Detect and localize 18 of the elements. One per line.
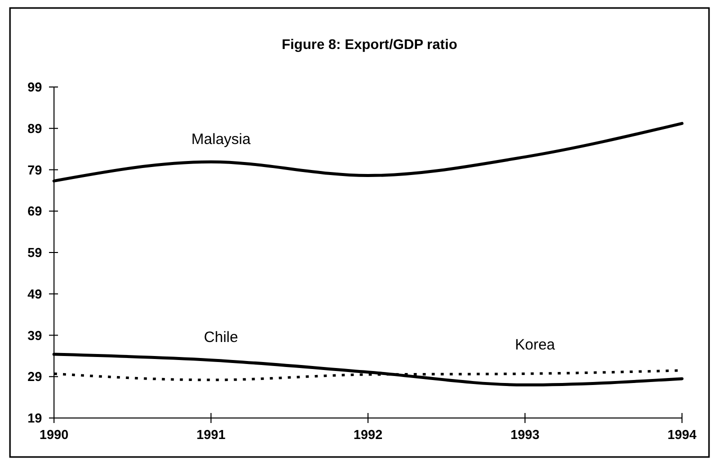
y-tick-label: 19 xyxy=(28,410,42,426)
y-tick-label: 89 xyxy=(28,120,42,136)
x-tick-label: 1990 xyxy=(40,427,68,442)
chart-title: Figure 8: Export/GDP ratio xyxy=(282,36,458,52)
series-label: Korea xyxy=(514,336,556,354)
y-tick-label: 29 xyxy=(28,369,42,384)
y-tick-label: 39 xyxy=(28,328,42,343)
series-label: Chile xyxy=(204,329,238,346)
y-tick-label: 79 xyxy=(28,162,42,178)
x-tick-label: 1994 xyxy=(668,427,698,442)
y-tick-label: 69 xyxy=(28,204,42,219)
y-tick-label: 59 xyxy=(28,245,42,260)
y-tick-label: 49 xyxy=(28,286,42,302)
x-tick-label: 1993 xyxy=(510,427,540,442)
x-tick-label: 1991 xyxy=(196,427,226,442)
y-tick-label: 99 xyxy=(28,80,42,94)
series-label: Malaysia xyxy=(191,130,252,148)
x-tick-label: 1992 xyxy=(354,427,382,442)
